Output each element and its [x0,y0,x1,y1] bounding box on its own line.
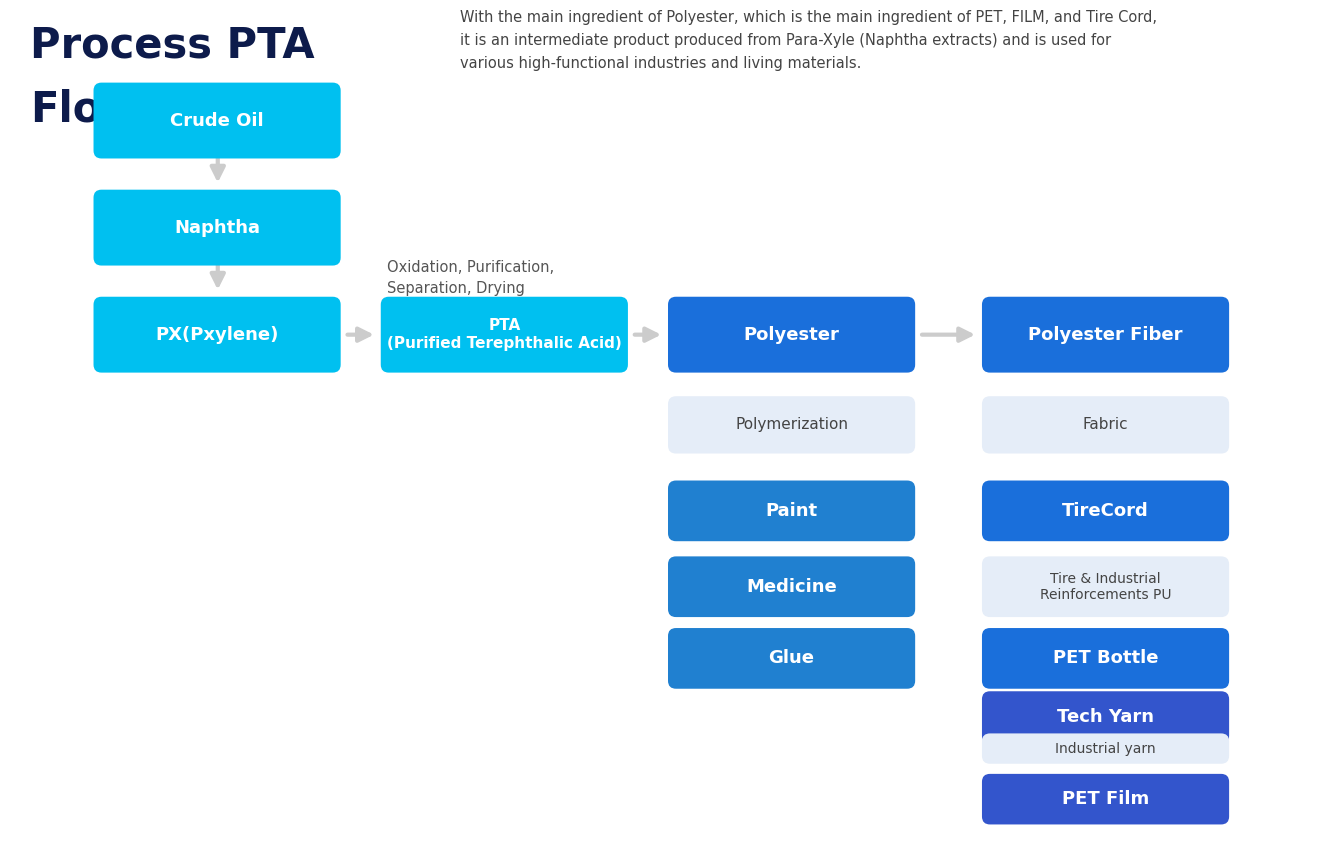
Text: Oxidation, Purification,
Separation, Drying: Oxidation, Purification, Separation, Dry… [387,260,554,296]
FancyBboxPatch shape [668,481,915,541]
Text: Industrial yarn: Industrial yarn [1055,742,1156,755]
Text: Naphtha: Naphtha [174,218,261,237]
FancyBboxPatch shape [982,733,1229,764]
FancyBboxPatch shape [982,297,1229,373]
Text: Polyester: Polyester [744,325,839,344]
FancyBboxPatch shape [668,628,915,689]
FancyBboxPatch shape [94,190,341,266]
Text: With the main ingredient of Polyester, which is the main ingredient of PET, FILM: With the main ingredient of Polyester, w… [460,10,1157,71]
Text: Glue: Glue [768,649,815,668]
FancyBboxPatch shape [982,396,1229,454]
Text: Medicine: Medicine [747,577,836,596]
Text: Fabric: Fabric [1082,417,1129,432]
Text: PET Film: PET Film [1062,790,1149,808]
Text: Crude Oil: Crude Oil [170,111,265,130]
FancyBboxPatch shape [982,691,1229,744]
FancyBboxPatch shape [982,556,1229,617]
Text: TireCord: TireCord [1062,502,1149,520]
Text: Tire & Industrial
Reinforcements PU: Tire & Industrial Reinforcements PU [1039,572,1172,602]
FancyBboxPatch shape [982,774,1229,824]
Text: Flowchart: Flowchart [29,88,262,130]
FancyBboxPatch shape [668,396,915,454]
FancyBboxPatch shape [668,556,915,617]
Text: PX(Pxylene): PX(Pxylene) [155,325,279,344]
Text: Polymerization: Polymerization [735,417,848,432]
FancyBboxPatch shape [982,628,1229,689]
FancyBboxPatch shape [94,83,341,158]
Text: PTA
(Purified Terephthalic Acid): PTA (Purified Terephthalic Acid) [387,319,621,351]
Text: PET Bottle: PET Bottle [1053,649,1158,668]
Text: Paint: Paint [766,502,818,520]
Text: Polyester Fiber: Polyester Fiber [1029,325,1182,344]
FancyBboxPatch shape [94,297,341,373]
FancyBboxPatch shape [668,297,915,373]
Text: Process PTA: Process PTA [29,25,314,67]
FancyBboxPatch shape [381,297,628,373]
Text: Tech Yarn: Tech Yarn [1057,708,1154,727]
FancyBboxPatch shape [982,481,1229,541]
